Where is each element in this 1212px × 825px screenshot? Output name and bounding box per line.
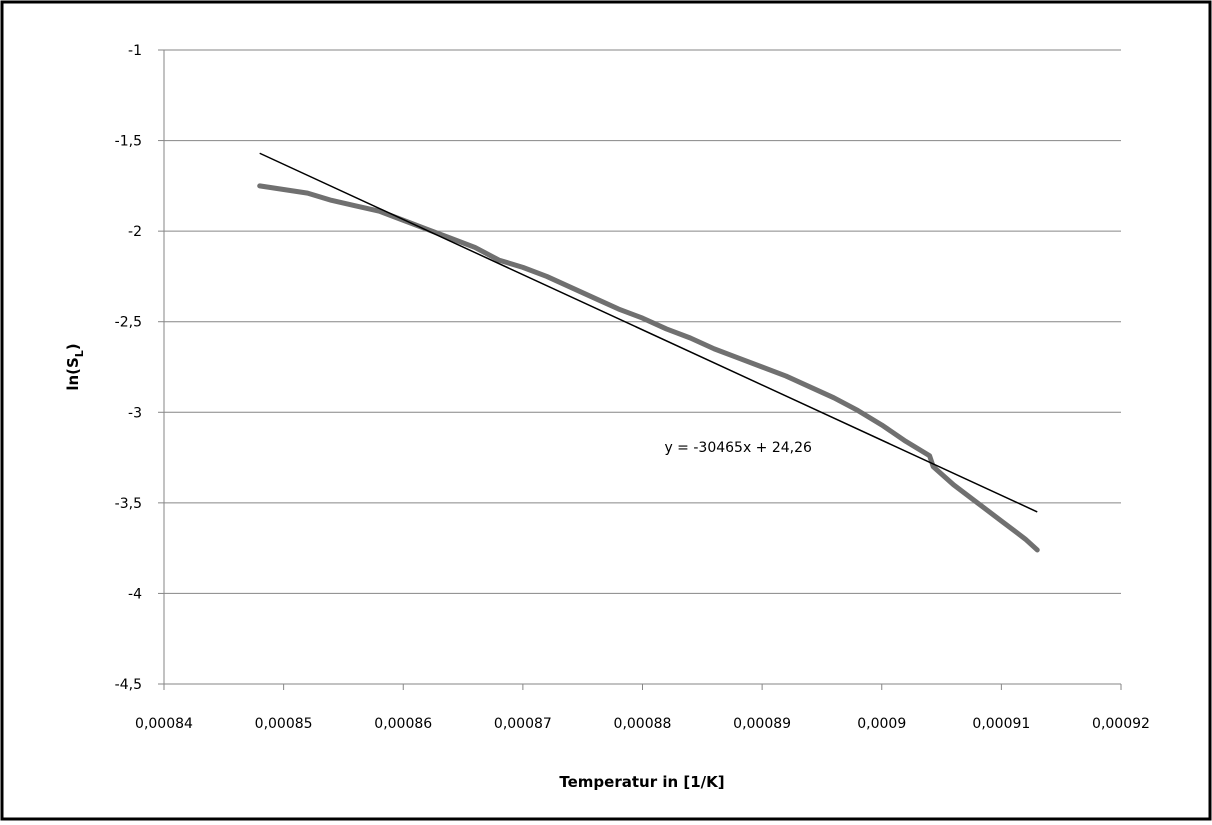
- trendline-equation: y = -30465x + 24,26: [664, 440, 812, 456]
- grid-layer: [164, 49, 1121, 594]
- y-tick-label: -1,5: [115, 134, 142, 150]
- y-tick-label: -2,5: [115, 315, 142, 331]
- x-tick-label: 0,00087: [494, 716, 552, 732]
- x-tick-label: 0,00092: [1092, 716, 1150, 732]
- y-axis-title: ln(SL): [64, 343, 86, 390]
- trendline: [259, 152, 1038, 513]
- y-tick-label: -2: [128, 224, 142, 240]
- y-tick-label: -1: [128, 43, 142, 59]
- y-tick-label: -4: [128, 586, 142, 602]
- y-tick-label: -4,5: [115, 677, 142, 693]
- y-axis-title-main: ln(S: [64, 357, 82, 390]
- x-axis-title: Temperatur in [1/K]: [559, 773, 724, 791]
- x-tick-label: 0,00089: [733, 716, 791, 732]
- y-axis-title-close: ): [64, 343, 82, 350]
- y-tick-label: -3: [128, 405, 142, 421]
- x-tick-label: 0,0009: [857, 716, 906, 732]
- y-axis-title-sub: L: [73, 350, 86, 357]
- data-series-line: [257, 183, 1040, 553]
- tick-layer: -1 -1,5 -2 -2,5 -3 -3,5 -4 -4,5 0,00084 0,00085 0,…: [115, 43, 1150, 732]
- x-tick-label: 0,00085: [255, 716, 313, 732]
- x-tick-label: 0,00088: [614, 716, 672, 732]
- x-tick-label: 0,00086: [374, 716, 432, 732]
- x-tick-label: 0,00091: [972, 716, 1030, 732]
- series-layer: [257, 152, 1040, 553]
- y-tick-label: -3,5: [115, 496, 142, 512]
- x-tick-label: 0,00084: [135, 716, 193, 732]
